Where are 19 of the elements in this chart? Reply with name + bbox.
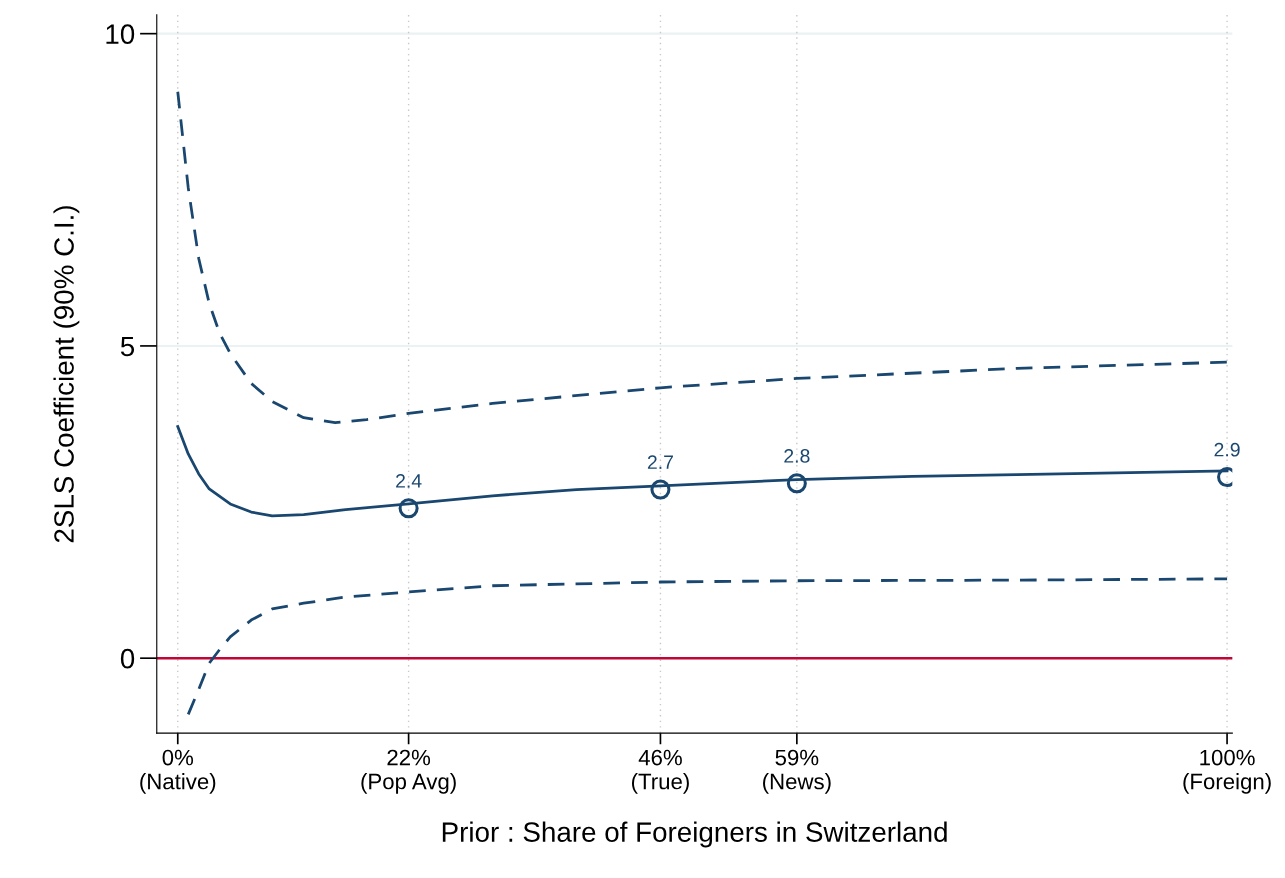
data-label: 2.8 xyxy=(784,449,810,463)
point xyxy=(786,473,807,494)
x-tick-label: 59% (News) xyxy=(763,749,831,794)
data-label: 2.9 xyxy=(1214,442,1240,457)
x-tick-label: 100% (Foreign) xyxy=(1183,749,1271,794)
data-label: 2.4 xyxy=(396,474,422,488)
point xyxy=(398,498,419,519)
x-tick-label: 46% (True) xyxy=(631,749,689,794)
x-tick-label: 0% (Native) xyxy=(140,749,216,794)
line-series xyxy=(186,577,1229,716)
data-label: 2.7 xyxy=(647,455,673,469)
y-tick-label: 0 xyxy=(120,648,135,669)
line-series xyxy=(176,90,1229,425)
y-tick-label: 5 xyxy=(120,336,135,357)
y-axis-title: 2SLS Coefficient (90% C.I.) xyxy=(53,206,80,543)
x-axis-title: Prior : Share of Foreigners in Switzerland xyxy=(442,821,947,848)
x-tick-label: 22% (Pop Avg) xyxy=(361,749,456,794)
y-tick-label: 10 xyxy=(106,24,135,44)
point xyxy=(650,479,671,500)
